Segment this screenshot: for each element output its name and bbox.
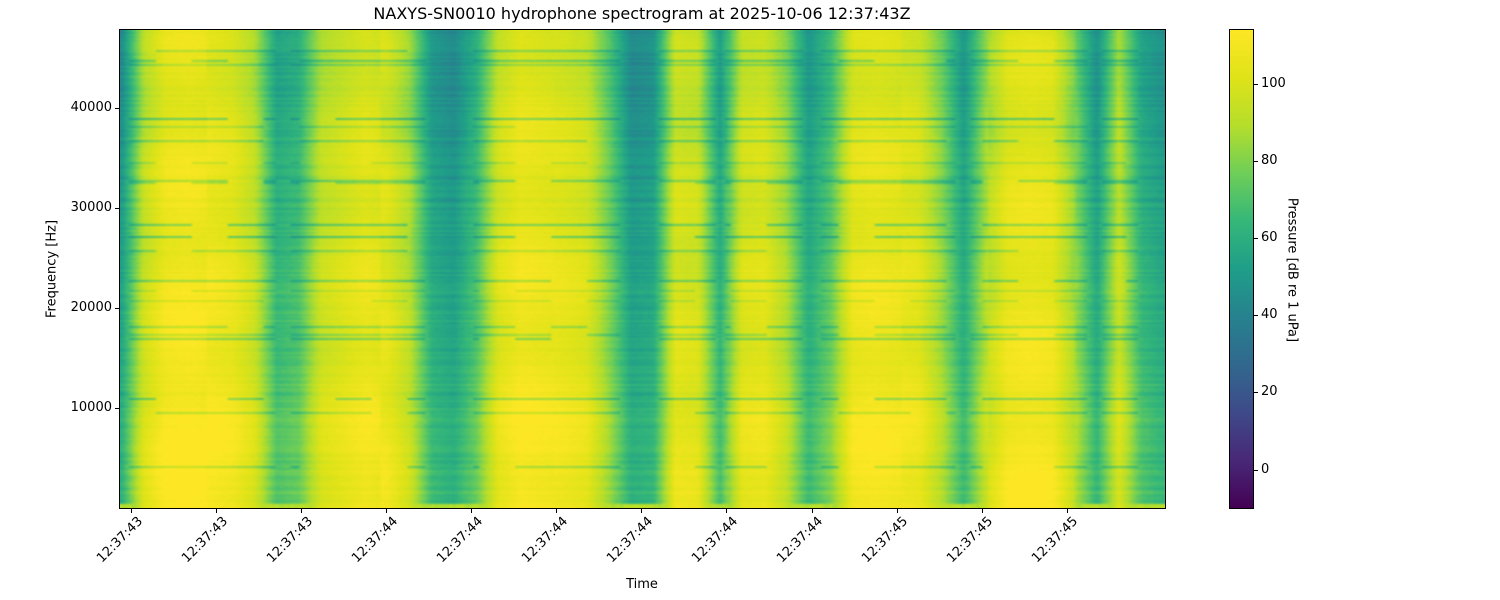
x-tick-mark <box>386 509 388 513</box>
colorbar-tick-mark <box>1254 238 1258 240</box>
y-tick-label: 10000 <box>70 400 112 415</box>
colorbar-tick-label: 60 <box>1261 230 1278 246</box>
y-tick-mark <box>115 308 119 309</box>
x-tick-label: 12:37:44 <box>519 514 571 566</box>
colorbar-tick-label: 40 <box>1261 307 1278 323</box>
x-tick-label: 12:37:44 <box>689 514 742 566</box>
y-tick-label: 20000 <box>70 300 112 315</box>
colorbar-tick-label: 0 <box>1261 461 1270 477</box>
x-tick-mark <box>811 509 813 513</box>
x-axis-label: Time <box>626 577 658 592</box>
x-tick-label: 12:37:44 <box>774 514 827 566</box>
x-tick-mark <box>641 509 643 513</box>
x-tick-label: 12:37:44 <box>604 514 657 566</box>
y-tick-mark <box>115 108 119 109</box>
x-tick-mark <box>301 509 303 513</box>
y-tick-mark <box>115 408 119 409</box>
x-tick-label: 12:37:43 <box>178 514 231 566</box>
colorbar-tick-mark <box>1254 161 1258 163</box>
x-tick-label: 12:37:45 <box>1029 514 1082 566</box>
x-tick-label: 12:37:43 <box>93 514 146 566</box>
spectrogram-heatmap <box>120 30 1165 508</box>
x-tick-label: 12:37:45 <box>944 514 997 566</box>
x-tick-label: 12:37:45 <box>859 514 912 566</box>
x-tick-mark <box>556 509 558 513</box>
x-tick-mark <box>726 509 728 513</box>
y-tick-label: 40000 <box>70 100 112 115</box>
x-tick-mark <box>1066 509 1068 513</box>
chart-title: NAXYS-SN0010 hydrophone spectrogram at 2… <box>373 4 911 23</box>
colorbar-tick-mark <box>1254 469 1258 471</box>
colorbar <box>1229 29 1254 509</box>
x-tick-mark <box>216 509 217 513</box>
x-tick-label: 12:37:44 <box>433 514 486 566</box>
axes-border <box>119 29 1166 509</box>
x-tick-mark <box>981 509 983 513</box>
y-tick-mark <box>115 208 119 209</box>
colorbar-tick-mark <box>1254 392 1258 394</box>
colorbar-tick-label: 100 <box>1261 76 1286 91</box>
x-tick-mark <box>896 509 898 513</box>
colorbar-tick-mark <box>1254 84 1258 85</box>
x-tick-label: 12:37:43 <box>263 514 316 566</box>
x-tick-label: 12:37:44 <box>348 514 401 566</box>
colorbar-label: Pressure [dB re 1 uPa] <box>1284 197 1300 343</box>
colorbar-tick-label: 20 <box>1261 384 1278 400</box>
x-tick-mark <box>471 509 473 513</box>
colorbar-tick-label: 80 <box>1261 153 1278 169</box>
y-tick-label: 30000 <box>70 200 112 215</box>
colorbar-tick-mark <box>1254 315 1258 317</box>
x-tick-mark <box>131 509 132 513</box>
